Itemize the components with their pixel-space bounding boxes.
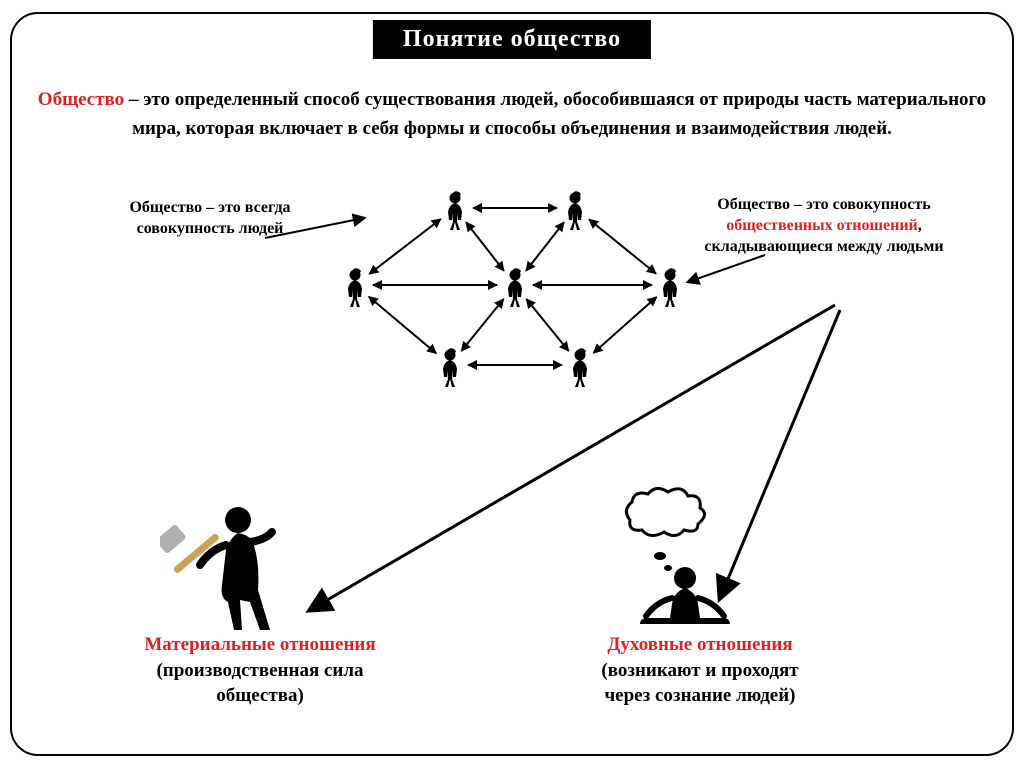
person-icon xyxy=(508,268,522,307)
person-icon xyxy=(663,268,677,307)
spiritual-caption: Духовные отношения (возникают и проходят… xyxy=(545,632,855,709)
person-icon xyxy=(348,268,362,307)
left-annotation-line1: Общество – это всегда xyxy=(129,199,290,216)
person-icon xyxy=(568,191,582,230)
spiritual-caption-title: Духовные отношения xyxy=(607,634,792,655)
material-caption-line1: (производственная сила xyxy=(156,660,363,681)
spiritual-caption-line2: через сознание людей) xyxy=(604,685,795,706)
person-icon xyxy=(443,348,457,387)
definition-dash: – xyxy=(124,89,143,110)
definition-term: Общество xyxy=(38,89,124,110)
right-annotation-red: общественных отношений xyxy=(726,217,918,234)
spiritual-thinker-icon xyxy=(590,480,750,630)
person-icon xyxy=(573,348,587,387)
left-annotation: Общество – это всегда совокупность людей xyxy=(100,198,320,240)
page-title: Понятие общество xyxy=(373,20,651,59)
definition-text: Общество – это определенный способ сущес… xyxy=(22,86,1002,143)
person-icon xyxy=(448,191,462,230)
spiritual-caption-line1: (возникают и проходят xyxy=(601,660,798,681)
left-annotation-line2: совокупность людей xyxy=(137,220,284,237)
right-annotation: Общество – это совокупность общественных… xyxy=(684,195,964,257)
material-caption: Материальные отношения (производственная… xyxy=(125,632,395,709)
definition-body: это определенный способ существования лю… xyxy=(132,89,986,139)
material-caption-line2: общества) xyxy=(216,685,304,706)
material-caption-title: Материальные отношения xyxy=(144,634,375,655)
people-network-diagram xyxy=(330,180,700,390)
material-worker-icon xyxy=(160,490,300,630)
right-annotation-prefix: Общество – это совокупность xyxy=(717,196,930,213)
